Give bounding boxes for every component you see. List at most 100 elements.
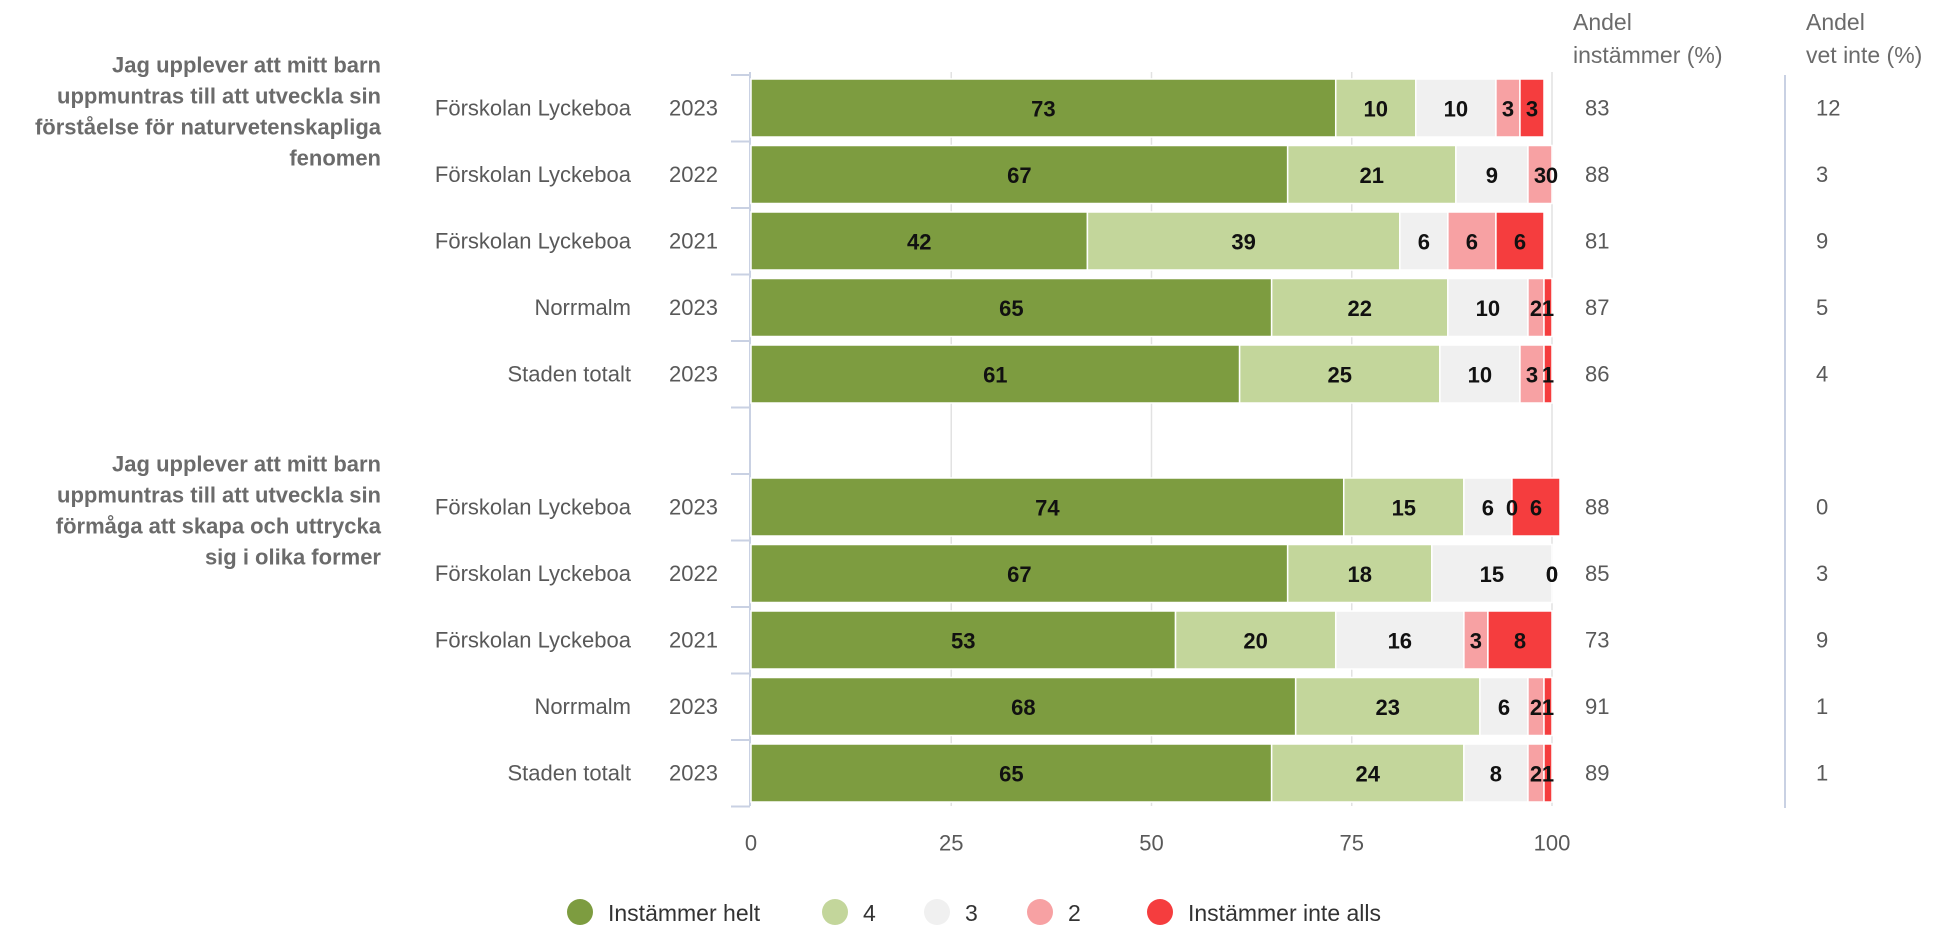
bar-segment: [750, 543, 1289, 604]
bar-segment: [750, 344, 1241, 404]
bar-segment: [1463, 610, 1489, 670]
bar-data-label: 23: [1376, 695, 1400, 720]
bar-data-label: 39: [1231, 230, 1255, 255]
bar-data-label: 3: [1526, 97, 1538, 122]
row-year-label: 2021: [669, 628, 718, 653]
andel-instammer-value: 87: [1585, 295, 1609, 320]
bar-data-label: 0: [1506, 496, 1518, 521]
bar-segment: [1495, 211, 1545, 271]
bar-data-label: 74: [1035, 496, 1060, 521]
column-header-line2: instämmer (%): [1573, 42, 1723, 68]
bar-segment: [750, 277, 1273, 338]
bar-data-label: 1: [1542, 762, 1554, 787]
bar-data-label: 8: [1490, 762, 1502, 787]
bar-data-label: 0: [1546, 163, 1558, 188]
andel-vet-inte-value: 1: [1816, 694, 1828, 719]
bar-segment: [1238, 344, 1441, 404]
question-text: förståelse för naturvetenskapliga: [35, 115, 382, 140]
andel-vet-inte-value: 9: [1816, 628, 1828, 653]
bar-data-label: 6: [1466, 230, 1478, 255]
row-year-label: 2023: [669, 295, 718, 320]
bar-segment: [750, 676, 1297, 737]
andel-vet-inte-value: 9: [1816, 229, 1828, 254]
question-text: fenomen: [289, 146, 381, 171]
bar-data-label: 10: [1364, 97, 1388, 122]
bar-data-label: 16: [1388, 629, 1412, 654]
bar-segment: [1519, 78, 1545, 138]
andel-instammer-value: 88: [1585, 495, 1609, 520]
row-year-label: 2023: [669, 495, 718, 520]
bar-data-label: 10: [1468, 363, 1492, 388]
row-unit-label: Norrmalm: [534, 295, 631, 320]
bar-data-label: 22: [1348, 296, 1372, 321]
row-year-label: 2023: [669, 362, 718, 387]
bar-data-label: 3: [1526, 363, 1538, 388]
bar-segment: [1439, 344, 1521, 404]
andel-vet-inte-value: 5: [1816, 295, 1828, 320]
x-tick-label: 50: [1139, 831, 1163, 856]
bar-segment: [1415, 78, 1497, 138]
bar-segment: [1174, 610, 1337, 670]
row-unit-label: Förskolan Lyckeboa: [435, 229, 632, 254]
row-year-label: 2023: [669, 761, 718, 786]
question-text: sig i olika former: [205, 545, 381, 570]
legend-marker-icon: [924, 899, 950, 925]
row-unit-label: Förskolan Lyckeboa: [435, 96, 632, 121]
bar-data-label: 1: [1542, 296, 1554, 321]
bar-segment: [1334, 610, 1465, 670]
row-year-label: 2023: [669, 96, 718, 121]
andel-instammer-value: 89: [1585, 761, 1609, 786]
bar-data-label: 15: [1392, 496, 1416, 521]
legend-label: 3: [965, 900, 978, 926]
bar-segment: [1479, 676, 1529, 737]
row-year-label: 2022: [669, 561, 718, 586]
andel-vet-inte-value: 3: [1816, 561, 1828, 586]
andel-vet-inte-value: 12: [1816, 96, 1840, 121]
bar-segment: [750, 144, 1289, 205]
bar-data-label: 10: [1476, 296, 1500, 321]
bar-segment: [1431, 543, 1553, 604]
row-unit-label: Förskolan Lyckeboa: [435, 561, 632, 586]
bar-data-label: 6: [1530, 496, 1542, 521]
row-year-label: 2021: [669, 229, 718, 254]
bar-data-label: 2: [1530, 695, 1542, 720]
legend-marker-icon: [567, 899, 593, 925]
legend-marker-icon: [822, 899, 848, 925]
legend-label: 4: [863, 900, 876, 926]
bar-segment: [1463, 477, 1513, 537]
bar-segment: [1543, 676, 1553, 737]
bar-data-label: 0: [1546, 562, 1558, 587]
bar-segment: [1447, 211, 1497, 271]
andel-vet-inte-value: 1: [1816, 761, 1828, 786]
andel-instammer-value: 88: [1585, 162, 1609, 187]
bar-segment: [1495, 78, 1521, 138]
x-tick-label: 75: [1340, 831, 1364, 856]
row-unit-label: Förskolan Lyckeboa: [435, 162, 632, 187]
bar-data-label: 0: [1546, 562, 1558, 587]
bar-segment: [1270, 743, 1465, 803]
bar-segment: [1463, 743, 1529, 803]
legend-label: Instämmer inte alls: [1188, 900, 1381, 926]
bar-data-label: 6: [1514, 230, 1526, 255]
row-unit-label: Förskolan Lyckeboa: [435, 495, 632, 520]
bar-data-label: 15: [1480, 562, 1504, 587]
andel-vet-inte-value: 3: [1816, 162, 1828, 187]
bar-segment: [1511, 477, 1561, 537]
bar-data-label: 61: [983, 363, 1007, 388]
andel-instammer-value: 86: [1585, 362, 1609, 387]
bar-data-label: 6: [1498, 695, 1510, 720]
bar-segment: [1519, 344, 1545, 404]
bar-segment: [1527, 144, 1553, 205]
bar-data-label: 67: [1007, 163, 1031, 188]
bar-data-label: 6: [1482, 496, 1494, 521]
bar-data-label: 67: [1007, 562, 1031, 587]
legend-marker-icon: [1027, 899, 1053, 925]
bar-data-label: 3: [1502, 97, 1514, 122]
bar-segment: [1294, 676, 1481, 737]
bar-segment: [1447, 277, 1529, 338]
andel-instammer-value: 91: [1585, 694, 1609, 719]
bar-segment: [1543, 277, 1553, 338]
bar-data-label: 42: [907, 230, 931, 255]
bar-data-label: 1: [1542, 695, 1554, 720]
